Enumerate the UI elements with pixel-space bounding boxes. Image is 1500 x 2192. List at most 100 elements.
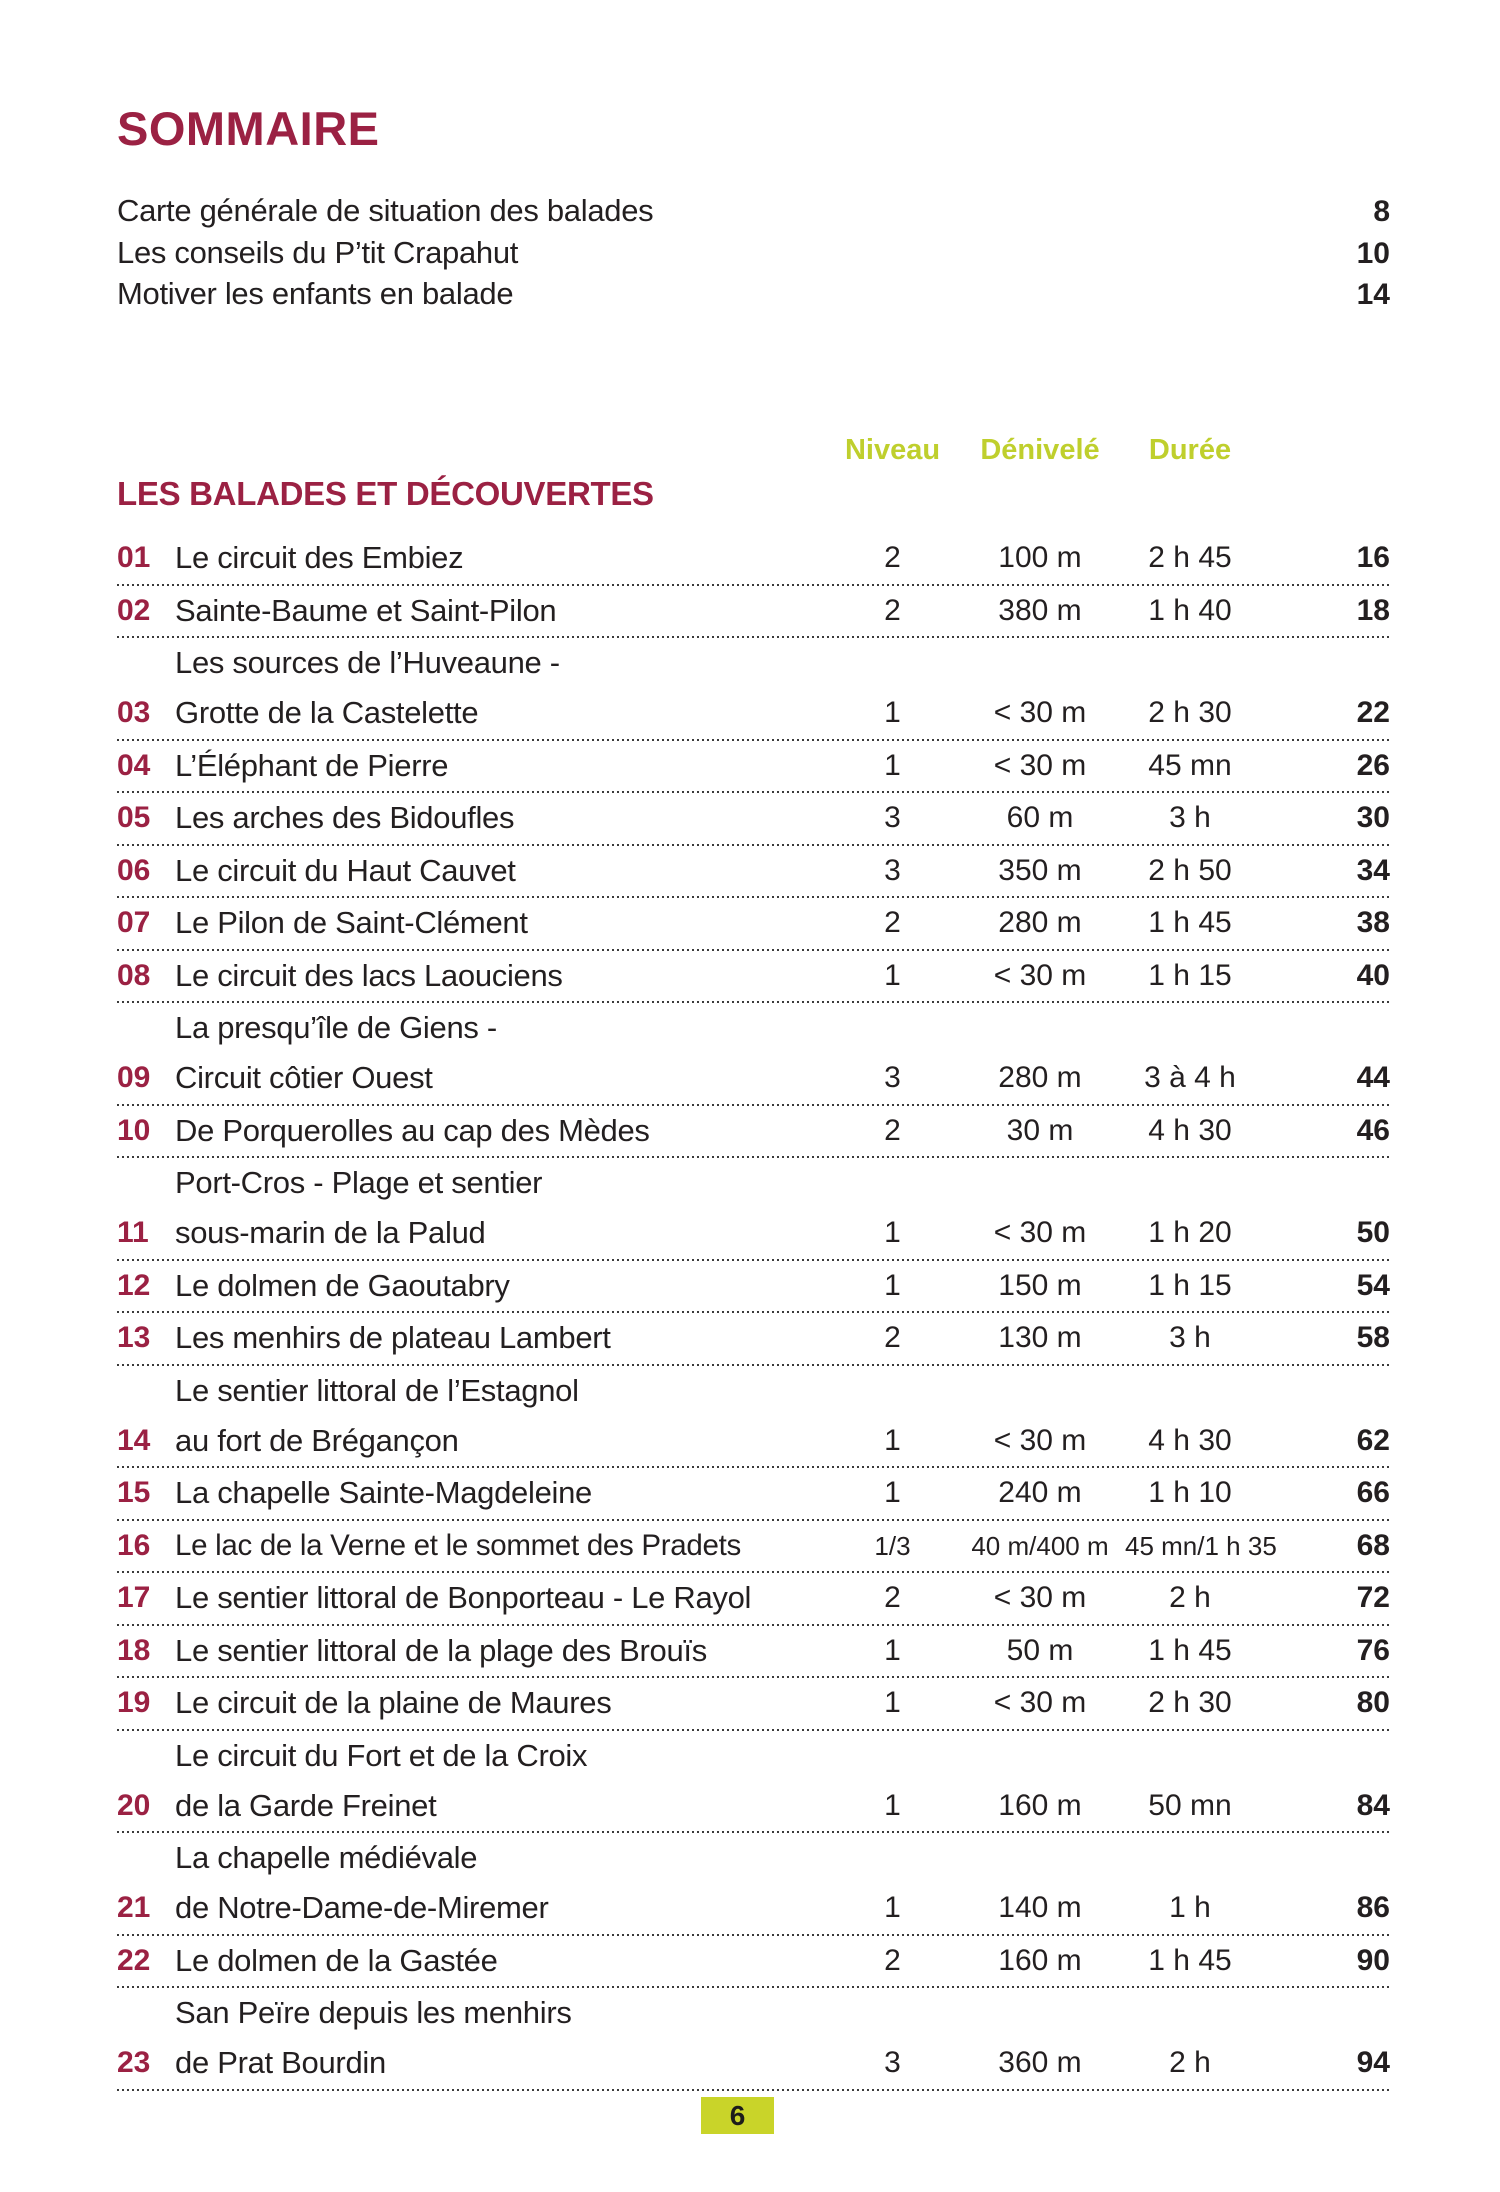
walk-number: 09 [117,1061,151,1094]
walk-duree: 2 h 30 [1148,1686,1232,1719]
walk-duree: 3 h [1169,801,1211,834]
walk-duree: 1 h 15 [1148,1268,1232,1302]
walk-niveau: 2 [884,1113,901,1147]
walk-number: 11 [117,1216,149,1249]
walk-duree: 2 h [1169,2046,1211,2079]
walk-number: 10 [117,1113,151,1147]
walk-duree: 1 h 45 [1148,1943,1232,1977]
walk-title-line: Les sources de l’Huveaune - [175,645,560,680]
walk-title: Le sentier littoral de l’Estagnol au fort… [175,1366,830,1471]
intro-link-label: Les conseils du P’tit Crapahut [117,234,519,270]
walk-page-number: 30 [1356,801,1390,834]
intro-link-row: Carte générale de situation des balades … [117,193,1390,235]
walk-title: Le Pilon de Saint-Clément [175,898,830,953]
walk-denivele: < 30 m [993,1423,1087,1457]
walk-number: 23 [117,2046,151,2079]
toc-table-body: 01 Le circuit des Embiez 2 100 m 2 h 45 … [117,533,1390,2091]
walk-niveau: 2 [884,906,901,939]
walk-niveau: 1 [884,696,901,729]
walk-title-line: San Peïre depuis les menhirs [175,1995,572,2030]
walk-title-line: Le circuit de la plaine de Maures [175,1685,612,1720]
walk-denivele: 150 m [998,1268,1082,1302]
walk-denivele: 380 m [998,593,1082,627]
walk-page-number: 40 [1356,958,1390,992]
walk-title-line: Le dolmen de la Gastée [175,1942,498,1978]
walk-title: Le circuit de la plaine de Maures [175,1678,830,1733]
walk-page-number: 16 [1356,541,1390,574]
toc-row: 21 La chapelle médiévale de Notre-Dame-de… [117,1833,1390,1936]
toc-row: 16 Le lac de la Verne et le sommet des P… [117,1521,1390,1574]
walk-title: Le dolmen de Gaoutabry [175,1261,830,1316]
toc-row: 18 Le sentier littoral de la plage des B… [117,1626,1390,1679]
walk-page-number: 66 [1356,1476,1390,1509]
walk-denivele: 50 m [1006,1633,1074,1667]
walk-page-number: 58 [1356,1321,1390,1354]
walk-duree: 1 h 20 [1148,1216,1232,1249]
walk-duree: 1 h 15 [1148,958,1232,992]
walk-page-number: 90 [1356,1943,1390,1977]
walk-niveau: 3 [884,853,901,887]
intro-link-row: Motiver les enfants en balade 14 [117,276,1390,318]
walk-page-number: 54 [1356,1268,1390,1302]
walk-number: 01 [117,541,151,574]
page-title: SOMMAIRE [117,102,380,155]
walk-title: Les menhirs de plateau Lambert [175,1313,830,1368]
walk-page-number: 76 [1356,1633,1390,1667]
toc-row: 08 Le circuit des lacs Laouciens 1 < 30 … [117,951,1390,1004]
walk-niveau: 2 [884,1581,901,1614]
walk-number: 03 [117,696,151,729]
toc-row: 02 Sainte-Baume et Saint-Pilon 2 380 m 1… [117,586,1390,639]
walk-niveau: 2 [884,593,901,627]
walk-title-line: Le dolmen de Gaoutabry [175,1267,510,1303]
walk-niveau: 1 [884,1423,901,1457]
walk-niveau: 3 [884,1061,901,1094]
walk-title: Le circuit du Fort et de la Croix de la G… [175,1731,830,1836]
walk-title-line: Port-Cros - Plage et sentier [175,1165,543,1200]
walk-title: Port-Cros - Plage et sentier sous-marin d… [175,1158,830,1263]
walk-niveau: 1 [884,1476,901,1509]
toc-row: 22 Le dolmen de la Gastée 2 160 m 1 h 45… [117,1936,1390,1989]
walk-denivele: 140 m [998,1891,1082,1924]
toc-row: 15 La chapelle Sainte-Magdeleine 1 240 m… [117,1468,1390,1521]
walk-title: Le sentier littoral de Bonporteau - Le R… [175,1573,830,1628]
walk-title-line: au fort de Brégançon [175,1422,459,1458]
toc-row: 01 Le circuit des Embiez 2 100 m 2 h 45 … [117,533,1390,586]
walk-title-line: La chapelle médiévale [175,1840,478,1875]
walk-number: 08 [117,958,151,992]
walk-niveau: 1 [884,1686,901,1719]
toc-row: 20 Le circuit du Fort et de la Croix de l… [117,1731,1390,1834]
walk-denivele: 280 m [998,1061,1082,1094]
walk-duree: 50 mn [1148,1788,1232,1822]
toc-row: 10 De Porquerolles au cap des Mèdes 2 30… [117,1106,1390,1159]
walk-denivele: 100 m [998,541,1082,574]
toc-row: 07 Le Pilon de Saint-Clément 2 280 m 1 h… [117,898,1390,951]
toc-row: 14 Le sentier littoral de l’Estagnol au f… [117,1366,1390,1469]
walk-title-line: Les arches des Bidoufles [175,800,515,835]
walk-title: Les sources de l’Huveaune - Grotte de la … [175,638,830,743]
intro-link-page-number: 10 [1356,236,1390,270]
walk-number: 20 [117,1788,151,1822]
walk-title-line: de la Garde Freinet [175,1787,437,1823]
toc-row: 09 La presqu’île de Giens - Circuit côtie… [117,1003,1390,1106]
walk-title: Le dolmen de la Gastée [175,1936,830,1991]
walk-niveau: 1 [884,958,901,992]
walk-page-number: 18 [1356,593,1390,627]
walk-page-number: 84 [1356,1788,1390,1822]
walk-title-line: La presqu’île de Giens - [175,1010,497,1045]
walk-title-line: De Porquerolles au cap des Mèdes [175,1112,650,1148]
walk-page-number: 50 [1356,1216,1390,1249]
walk-title-line: Le circuit des Embiez [175,540,464,575]
walk-title-line: Les menhirs de plateau Lambert [175,1320,611,1355]
walk-title: Le circuit des lacs Laouciens [175,951,830,1006]
walk-number: 15 [117,1476,151,1509]
walk-page-number: 62 [1356,1423,1390,1457]
walk-title: La presqu’île de Giens - Circuit côtier O… [175,1003,830,1108]
walk-duree: 4 h 30 [1148,1113,1232,1147]
walk-title: Les arches des Bidoufles [175,793,830,848]
walk-title-line: Grotte de la Castelette [175,695,479,730]
toc-row: 17 Le sentier littoral de Bonporteau - L… [117,1573,1390,1626]
walk-title-line: Le Pilon de Saint-Clément [175,905,528,940]
walk-number: 02 [117,593,151,627]
walk-title: L’Éléphant de Pierre [175,741,830,796]
walk-number: 07 [117,906,151,939]
